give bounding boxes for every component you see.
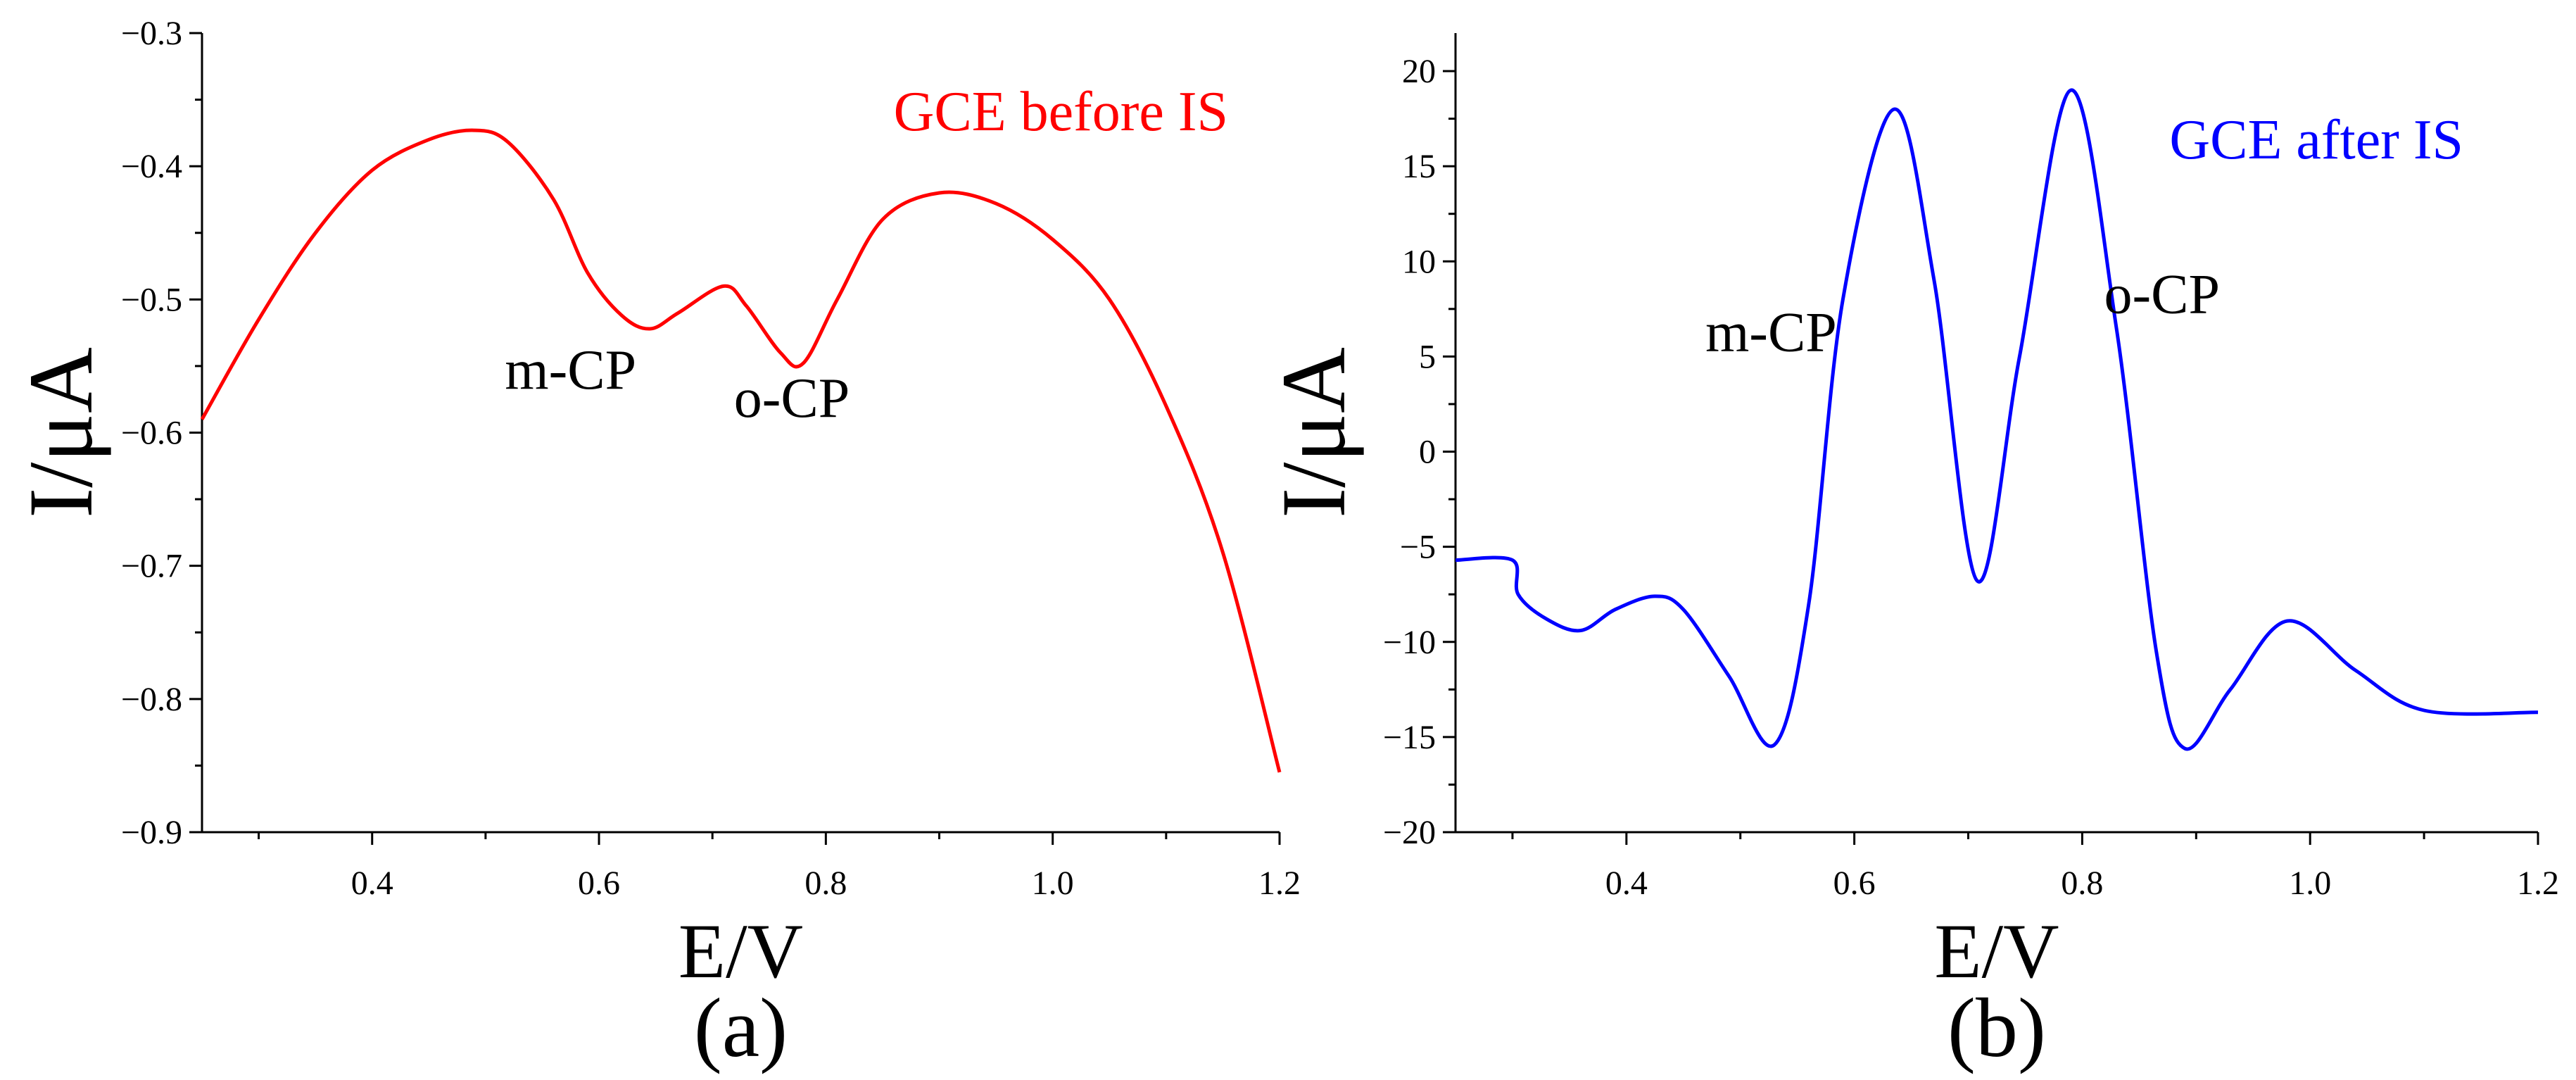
- x-tick-label: 1.2: [2517, 865, 2559, 902]
- x-tick-label: 0.6: [1833, 865, 1876, 902]
- x-axis-title: E/V: [1934, 908, 2059, 994]
- x-tick-label: 0.8: [804, 865, 847, 902]
- y-tick-label: −0.7: [121, 548, 182, 585]
- y-tick-label: −0.9: [121, 814, 182, 851]
- x-tick-label: 1.0: [2289, 865, 2331, 902]
- y-tick-label: −0.8: [121, 681, 182, 718]
- panel-label: (a): [694, 981, 788, 1074]
- peak-annotation: o-CP: [2104, 263, 2220, 325]
- peak-annotation: m-CP: [1705, 301, 1837, 363]
- y-tick-label: −0.3: [121, 15, 182, 52]
- y-tick-label: −0.6: [121, 415, 182, 452]
- panel-a: 0.4 0.6 0.8 1.0 1.2 −0.3 −0.4 −0.5 −0.6 −0.7 −0.8 −…: [11, 15, 1301, 1074]
- panel-label: (b): [1947, 981, 2046, 1074]
- y-tick-label: −5: [1400, 529, 1436, 566]
- y-tick-label: 15: [1402, 148, 1436, 185]
- y-tick-label: 20: [1402, 53, 1436, 90]
- y-tick-label: 5: [1419, 338, 1436, 375]
- y-axis-title: I/μA: [11, 347, 112, 518]
- x-tick-label: 1.2: [1258, 865, 1301, 902]
- legend-label: GCE after IS: [2169, 109, 2463, 171]
- x-axis-title: E/V: [678, 908, 803, 994]
- y-tick-label: −0.5: [121, 281, 182, 318]
- series-line: [1455, 88, 2539, 751]
- y-tick-label: −15: [1383, 719, 1436, 756]
- y-tick-label: −0.4: [121, 148, 182, 185]
- x-tick-label: 0.4: [1605, 865, 1648, 902]
- peak-annotation: o-CP: [734, 368, 850, 429]
- y-tick-label: 10: [1402, 243, 1436, 280]
- panel-b: 0.4 0.6 0.8 1.0 1.2 20 15 10 5 0 −5 −10 −15 −20 GCE af…: [1263, 33, 2559, 1074]
- x-tick-label: 1.0: [1032, 865, 1074, 902]
- peak-annotation: m-CP: [505, 339, 636, 401]
- x-tick-label: 0.8: [2061, 865, 2103, 902]
- y-tick-label: −20: [1383, 814, 1436, 851]
- y-axis-title: I/μA: [1263, 347, 1365, 518]
- series-line: [200, 128, 1282, 773]
- x-tick-label: 0.6: [578, 865, 620, 902]
- legend-label: GCE before IS: [894, 81, 1228, 143]
- x-tick-label: 0.4: [351, 865, 393, 902]
- y-tick-label: −10: [1383, 624, 1436, 661]
- y-tick-label: 0: [1419, 434, 1436, 471]
